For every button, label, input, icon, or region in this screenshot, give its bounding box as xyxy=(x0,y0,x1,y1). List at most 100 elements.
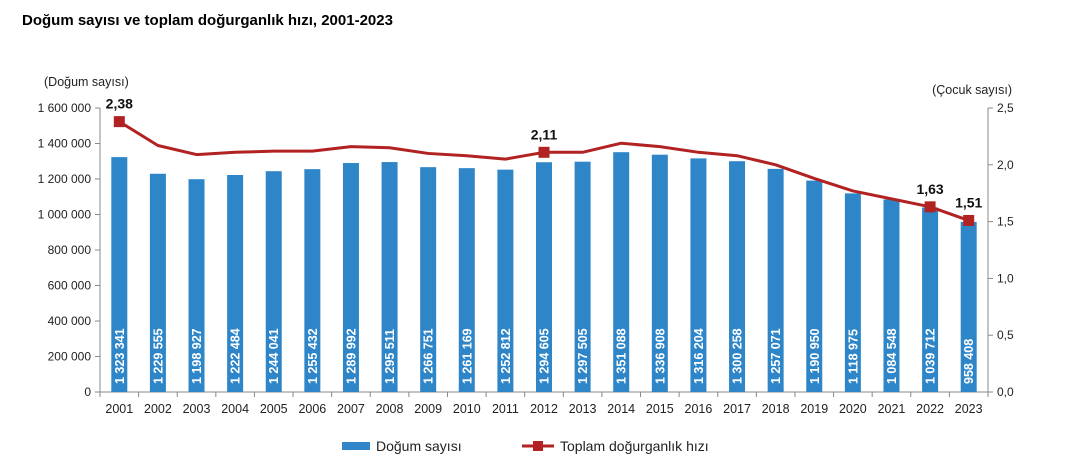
x-tick-label: 2002 xyxy=(144,402,172,416)
line-point-label: 1,51 xyxy=(955,194,982,210)
bar xyxy=(922,207,939,392)
y-right-tick-label: 2,0 xyxy=(997,158,1014,172)
legend-line-marker xyxy=(533,441,543,451)
y-right-tick-label: 2,5 xyxy=(997,101,1014,115)
bar-value-label: 1 336 908 xyxy=(653,328,667,384)
bar xyxy=(227,175,244,392)
y-left-tick-label: 800 000 xyxy=(48,243,92,257)
y-left-tick-label: 0 xyxy=(84,385,91,399)
line-point-label: 2,11 xyxy=(531,126,558,142)
x-tick-label: 2003 xyxy=(183,402,211,416)
bar-value-label: 1 351 088 xyxy=(615,328,629,384)
bar xyxy=(536,162,552,392)
bar-value-label: 1 190 950 xyxy=(808,328,822,384)
x-tick-label: 2015 xyxy=(646,402,674,416)
x-tick-label: 2022 xyxy=(916,402,944,416)
bar-value-label: 958 408 xyxy=(962,339,976,384)
bar xyxy=(420,167,437,392)
line-point-marker xyxy=(963,214,975,226)
bar xyxy=(304,169,321,392)
x-tick-label: 2009 xyxy=(414,402,442,416)
bar-value-label: 1 084 548 xyxy=(885,328,899,384)
y-right-tick-label: 0,0 xyxy=(997,385,1014,399)
bar xyxy=(844,193,861,392)
bar xyxy=(574,161,591,392)
y-right-axis-title: (Çocuk sayısı) xyxy=(932,83,1012,97)
y-left-axis-title: (Doğum sayısı) xyxy=(44,75,129,89)
line-point-marker xyxy=(924,201,936,213)
bar xyxy=(767,168,784,392)
x-tick-label: 2016 xyxy=(685,402,713,416)
line-point-marker xyxy=(113,116,125,128)
bar-value-label: 1 295 511 xyxy=(383,329,397,384)
bar xyxy=(960,221,977,392)
x-tick-label: 2006 xyxy=(298,402,326,416)
x-tick-label: 2005 xyxy=(260,402,288,416)
bar xyxy=(690,158,707,392)
bar xyxy=(149,173,166,392)
bar xyxy=(806,180,823,392)
y-left-tick-label: 1 200 000 xyxy=(38,172,92,186)
x-tick-label: 2013 xyxy=(569,402,597,416)
x-tick-label: 2023 xyxy=(955,402,983,416)
bar-value-label: 1 255 432 xyxy=(306,328,320,384)
y-left-tick-label: 200 000 xyxy=(48,350,92,364)
line-point-label: 1,63 xyxy=(916,181,943,197)
x-tick-label: 2020 xyxy=(839,402,867,416)
bar-value-label: 1 323 341 xyxy=(113,328,127,384)
bar-value-label: 1 257 071 xyxy=(769,328,783,384)
bar-value-label: 1 039 712 xyxy=(924,328,938,384)
chart-title: Doğum sayısı ve toplam doğurganlık hızı,… xyxy=(22,12,393,29)
bar-value-label: 1 261 169 xyxy=(460,328,474,384)
legend-bar-label: Doğum sayısı xyxy=(376,438,462,454)
x-tick-label: 2010 xyxy=(453,402,481,416)
x-tick-label: 2004 xyxy=(221,402,249,416)
legend-line-label: Toplam doğurganlık hızı xyxy=(560,438,709,454)
x-tick-label: 2012 xyxy=(530,402,558,416)
y-right-tick-label: 1,0 xyxy=(997,271,1014,285)
y-left-tick-label: 600 000 xyxy=(48,279,92,293)
x-tick-label: 2008 xyxy=(376,402,404,416)
bar xyxy=(497,169,514,392)
bar-value-label: 1 294 605 xyxy=(538,328,552,384)
bar-value-label: 1 289 992 xyxy=(344,328,358,384)
bar xyxy=(651,154,668,392)
y-left-tick-label: 1 600 000 xyxy=(38,101,92,115)
x-tick-label: 2019 xyxy=(800,402,828,416)
x-tick-label: 2014 xyxy=(607,402,635,416)
bar-value-label: 1 229 555 xyxy=(151,328,165,384)
bar-value-label: 1 118 975 xyxy=(846,329,860,384)
bar-value-label: 1 252 812 xyxy=(499,328,513,384)
bar xyxy=(613,152,630,392)
y-left-tick-label: 1 400 000 xyxy=(38,137,92,151)
line-point-label: 2,38 xyxy=(106,96,133,112)
x-tick-label: 2018 xyxy=(762,402,790,416)
bar xyxy=(111,157,128,392)
line-point-marker xyxy=(538,146,550,158)
bar xyxy=(729,161,746,392)
bar-value-label: 1 300 258 xyxy=(731,328,745,384)
bar-value-label: 1 316 204 xyxy=(692,328,706,384)
bar-value-label: 1 297 505 xyxy=(576,328,590,384)
bar-value-label: 1 222 484 xyxy=(229,328,243,384)
bar xyxy=(265,171,282,392)
bar-value-label: 1 198 927 xyxy=(190,328,204,384)
y-right-tick-label: 0,5 xyxy=(997,328,1014,342)
x-tick-label: 2021 xyxy=(878,402,906,416)
y-right-tick-label: 1,5 xyxy=(997,215,1014,229)
bar xyxy=(342,163,359,392)
x-tick-label: 2007 xyxy=(337,402,365,416)
y-left-tick-label: 400 000 xyxy=(48,314,92,328)
legend-bar-swatch xyxy=(342,442,370,450)
bar-value-label: 1 266 751 xyxy=(422,328,436,384)
bar xyxy=(883,199,900,392)
bar xyxy=(381,162,398,392)
y-left-tick-label: 1 000 000 xyxy=(38,208,92,222)
x-tick-label: 2017 xyxy=(723,402,751,416)
bar xyxy=(188,179,205,392)
x-tick-label: 2001 xyxy=(105,402,133,416)
bar-value-label: 1 244 041 xyxy=(267,328,281,384)
bar xyxy=(458,168,475,392)
